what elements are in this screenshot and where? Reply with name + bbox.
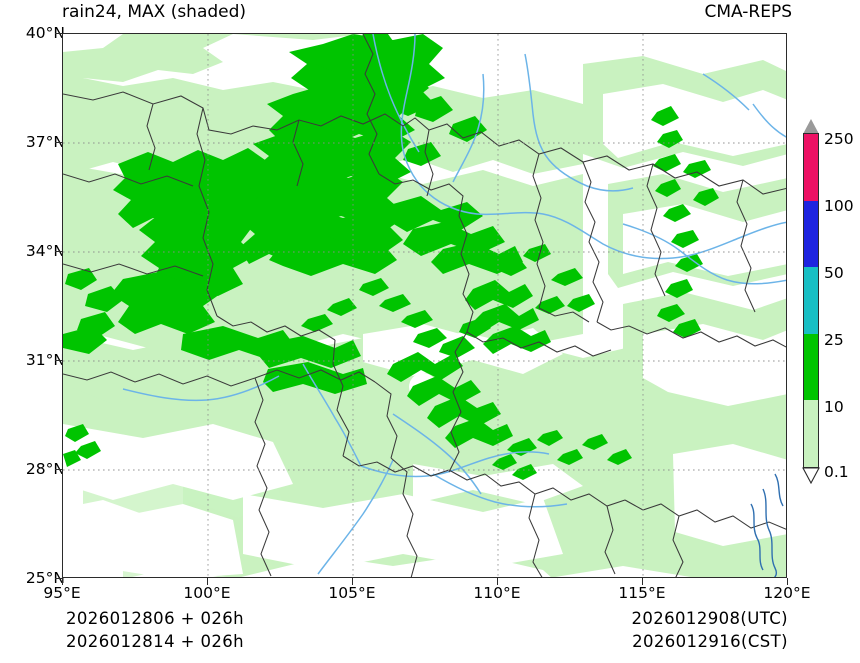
y-axis-tick — [55, 578, 62, 580]
grid-lines — [63, 34, 786, 577]
y-tick-label: 40°N — [25, 24, 65, 42]
page-title: rain24, MAX (shaded) — [62, 2, 247, 22]
x-axis-tick — [642, 578, 644, 585]
x-tick-label: 105°E — [328, 584, 376, 602]
model-label: CMA-REPS — [704, 2, 792, 22]
y-tick-label: 28°N — [25, 460, 65, 478]
colorbar-segment-100-250 — [804, 134, 818, 201]
y-tick-label: 34°N — [25, 242, 65, 260]
valid-time-cst-label: 2026012916(CST) — [632, 632, 788, 651]
colorbar-under-arrow — [802, 467, 820, 484]
colorbar-segment-10-25 — [804, 333, 818, 401]
colorbar-label: 0.1 — [824, 463, 849, 481]
colorbar-label: 25 — [824, 331, 844, 349]
colorbar-segment-0.1-10 — [804, 400, 818, 467]
y-axis-tick — [55, 251, 62, 253]
x-tick-label: 110°E — [473, 584, 521, 602]
x-tick-label: 115°E — [618, 584, 666, 602]
x-axis-tick — [787, 578, 789, 585]
x-tick-label: 95°E — [43, 584, 81, 602]
y-axis-tick — [55, 469, 62, 471]
valid-time-utc-label: 2026012908(UTC) — [631, 609, 788, 628]
y-axis-tick — [55, 142, 62, 144]
coastline — [750, 473, 784, 577]
y-tick-label: 37°N — [25, 133, 65, 151]
colorbar-label: 50 — [824, 264, 844, 282]
init-time-utc-label: 2026012806 + 026h — [66, 609, 245, 628]
colorbar-label: 100 — [824, 197, 854, 215]
x-axis-tick — [497, 578, 499, 585]
map-canvas — [63, 34, 786, 577]
x-tick-label: 120°E — [763, 584, 811, 602]
x-axis-tick — [207, 578, 209, 585]
x-axis-tick — [352, 578, 354, 585]
colorbar-label: 250 — [824, 130, 854, 148]
colorbar-segment-50-100 — [804, 200, 818, 268]
colorbar-over-arrow — [803, 119, 819, 134]
y-axis-tick — [55, 33, 62, 35]
x-axis-tick — [62, 578, 64, 585]
province-boundaries — [63, 34, 786, 577]
init-time-cst-label: 2026012814 + 026h — [66, 632, 245, 651]
y-tick-label: 31°N — [25, 351, 65, 369]
colorbar — [803, 133, 819, 468]
map-plot-area — [62, 33, 787, 578]
precipitation-field — [63, 34, 786, 577]
colorbar-segment-25-50 — [804, 267, 818, 334]
x-tick-label: 100°E — [183, 584, 231, 602]
colorbar-label: 10 — [824, 398, 844, 416]
y-tick-label: 25°N — [25, 569, 65, 587]
y-axis-tick — [55, 360, 62, 362]
